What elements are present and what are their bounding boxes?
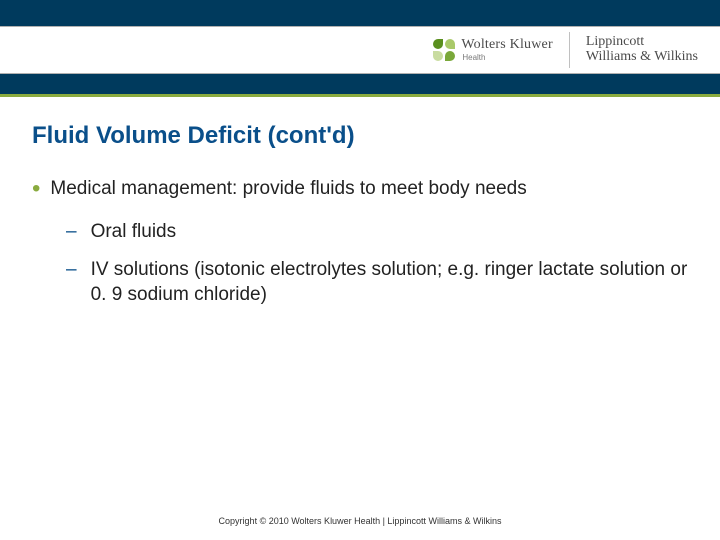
bullet-level2: – IV solutions (isotonic electrolytes so…: [66, 258, 688, 307]
brand-lww-line1: Lippincott: [586, 35, 698, 50]
lippincott-logo: Lippincott Williams & Wilkins: [586, 35, 698, 64]
clover-icon: [433, 39, 455, 61]
bullet-text: Oral fluids: [91, 220, 177, 245]
copyright-footer: Copyright © 2010 Wolters Kluwer Health |…: [0, 516, 720, 526]
brand-wk-name: Wolters Kluwer: [461, 38, 552, 52]
bullet-level1: • Medical management: provide fluids to …: [32, 176, 688, 202]
bullet-level2: – Oral fluids: [66, 220, 688, 245]
brand-wk-sub: Health: [462, 54, 552, 62]
bullet-dash-icon: –: [66, 220, 77, 245]
wolters-kluwer-logo: Wolters Kluwer Health: [433, 38, 552, 62]
bullet-dash-icon: –: [66, 258, 77, 283]
slide-content: Fluid Volume Deficit (cont'd) • Medical …: [0, 94, 720, 308]
bullet-dot-icon: •: [32, 177, 40, 201]
brand-block: Wolters Kluwer Health Lippincott William…: [433, 32, 698, 68]
brand-band: Wolters Kluwer Health Lippincott William…: [0, 26, 720, 74]
accent-rule: [0, 94, 720, 97]
brand-lww-line2: Williams & Wilkins: [586, 50, 698, 65]
bullet-text: Medical management: provide fluids to me…: [50, 176, 526, 202]
header-bar: Wolters Kluwer Health Lippincott William…: [0, 0, 720, 94]
slide-title: Fluid Volume Deficit (cont'd): [32, 122, 688, 150]
bullet-text: IV solutions (isotonic electrolytes solu…: [91, 258, 688, 307]
brand-divider: [569, 32, 570, 68]
